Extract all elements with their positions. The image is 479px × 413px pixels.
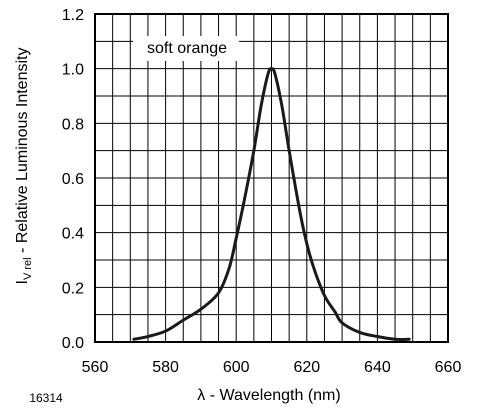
x-tick-label: 620 — [293, 359, 320, 376]
y-tick-label: 1.2 — [62, 7, 84, 24]
x-tick-label: 600 — [223, 359, 250, 376]
x-axis-label: λ - Wavelength (nm) — [197, 387, 340, 404]
x-tick-label: 660 — [435, 359, 462, 376]
y-axis-label: IV rel - Relative Luminous Intensity — [14, 48, 34, 285]
y-tick-label: 0.0 — [62, 335, 84, 352]
y-tick-label: 0.6 — [62, 171, 84, 188]
x-tick-label: 640 — [364, 359, 391, 376]
y-tick-label: 0.8 — [62, 116, 84, 133]
y-tick-label: 0.4 — [62, 226, 84, 243]
x-tick-label: 560 — [82, 359, 109, 376]
y-axis-label-rest: - Relative Luminous Intensity — [14, 48, 31, 258]
y-tick-label: 1.0 — [62, 62, 84, 79]
y-axis-label-subscript: V rel — [22, 257, 34, 280]
series-line-soft-orange — [132, 67, 411, 341]
plot-frame — [94, 13, 449, 343]
x-tick-label: 580 — [152, 359, 179, 376]
grid — [95, 14, 448, 342]
legend-background — [133, 36, 240, 61]
y-axis-label-main: I — [14, 280, 31, 284]
y-tick-labels: 0.0 0.2 0.4 0.6 0.8 1.0 1.2 — [62, 7, 84, 352]
legend-label: soft orange — [147, 40, 227, 57]
figure-id: 16314 — [29, 391, 63, 405]
y-tick-label: 0.2 — [62, 280, 84, 297]
legend: soft orange — [133, 36, 240, 61]
x-tick-labels: 560 580 600 620 640 660 — [82, 359, 462, 376]
series-layer — [132, 67, 411, 341]
